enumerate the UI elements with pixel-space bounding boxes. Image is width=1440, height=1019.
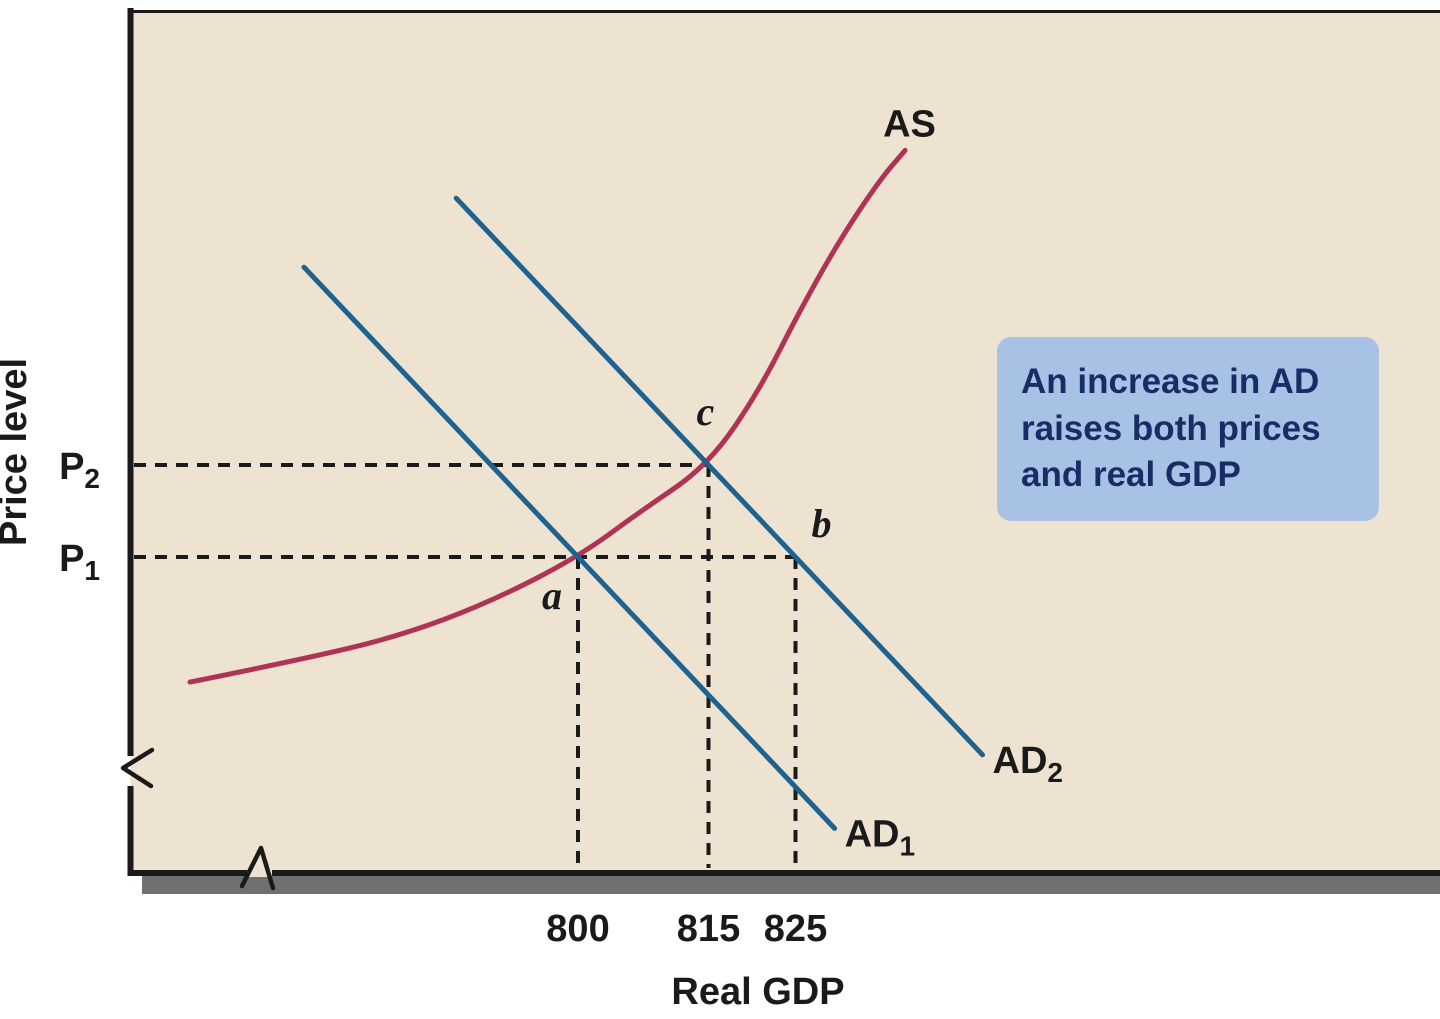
x-tick-label-800: 800	[546, 908, 609, 950]
point-label-c: c	[697, 389, 715, 434]
as-label: AS	[883, 103, 936, 145]
y-axis-title: Price level	[0, 358, 35, 546]
x-axis-break-icon	[239, 845, 276, 891]
x-axis-title: Real GDP	[671, 971, 844, 1013]
ad2-curve	[453, 195, 985, 758]
x-axis-break-gap	[247, 867, 272, 877]
x-tick-label-815: 815	[677, 908, 740, 950]
as-curve	[187, 147, 908, 685]
y-ref-label-P1: P1	[59, 538, 100, 586]
annotation-callout: An increase in AD raises both prices and…	[997, 337, 1379, 521]
panel-shadow	[142, 876, 1440, 894]
x-tick-label-825: 825	[764, 908, 827, 950]
point-label-b: b	[812, 501, 832, 546]
y-axis-break-icon	[120, 747, 155, 789]
ad1-label: AD1	[845, 813, 915, 861]
annotation-line-2: raises both prices	[1021, 408, 1321, 448]
annotation-line-3: and real GDP	[1021, 455, 1241, 495]
y-ref-label-P2: P2	[59, 446, 100, 494]
ad2-label: AD2	[993, 740, 1063, 788]
ad1-curve	[301, 264, 838, 831]
annotation-line-1: An increase in AD	[1021, 362, 1320, 401]
point-label-a: a	[542, 573, 562, 618]
y-axis-break-gap-right	[130, 756, 142, 786]
